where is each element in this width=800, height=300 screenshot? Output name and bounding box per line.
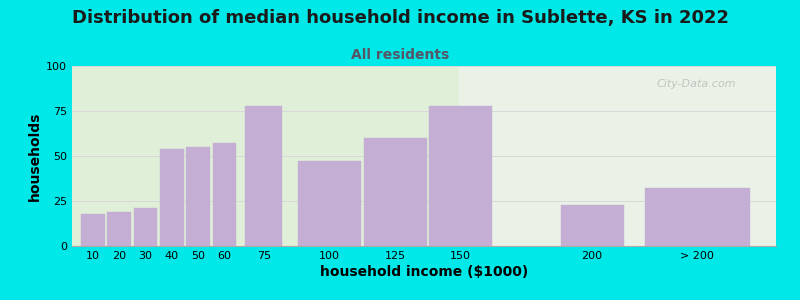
Bar xyxy=(561,205,624,246)
Bar xyxy=(107,212,131,246)
Bar xyxy=(186,147,210,246)
Bar xyxy=(430,106,492,246)
Bar xyxy=(298,161,361,246)
Text: City-Data.com: City-Data.com xyxy=(656,79,736,88)
Bar xyxy=(363,138,426,246)
X-axis label: household income ($1000): household income ($1000) xyxy=(320,265,528,279)
Bar xyxy=(160,149,184,246)
Bar xyxy=(645,188,750,246)
Text: All residents: All residents xyxy=(351,48,449,62)
Bar xyxy=(134,208,158,246)
Bar xyxy=(246,106,282,246)
Y-axis label: households: households xyxy=(28,111,42,201)
Bar xyxy=(81,214,105,246)
Bar xyxy=(459,66,776,246)
Bar xyxy=(213,143,236,246)
Text: Distribution of median household income in Sublette, KS in 2022: Distribution of median household income … xyxy=(71,9,729,27)
